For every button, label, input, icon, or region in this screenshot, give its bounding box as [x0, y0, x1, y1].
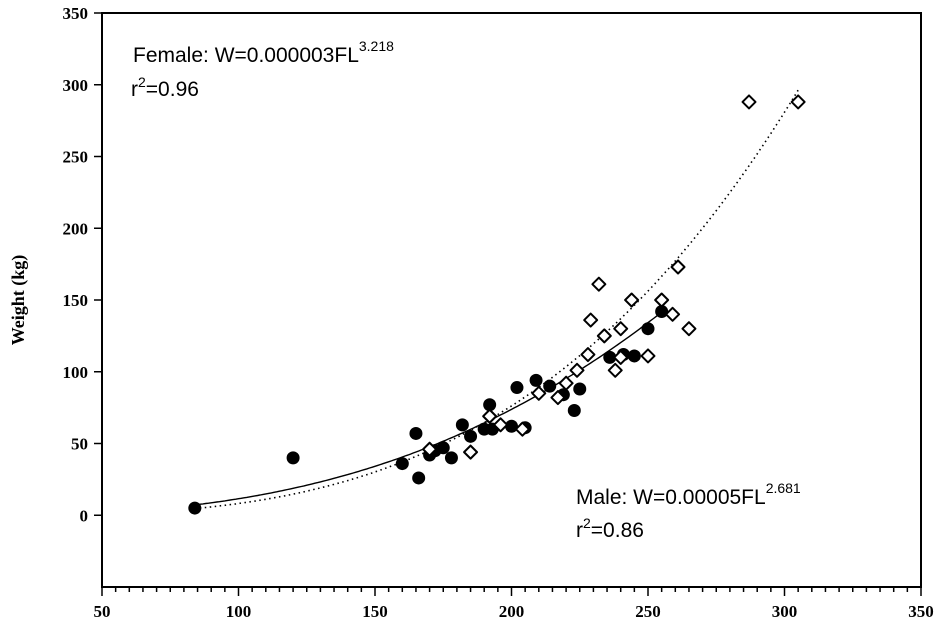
fit-curve-0 [194, 311, 663, 506]
data-point-filled [543, 379, 557, 393]
y-axis-label: Weight (kg) [8, 255, 29, 346]
data-point-open [531, 385, 547, 401]
y-tick-label: 0 [80, 506, 89, 525]
x-tick-label: 300 [772, 602, 798, 621]
data-point-filled [444, 451, 458, 465]
data-points [188, 94, 806, 515]
data-point-open [514, 421, 530, 437]
y-tick-label: 150 [63, 291, 89, 310]
data-point-open [624, 292, 640, 308]
female-exponent: 3.218 [359, 38, 394, 54]
x-tick-label: 150 [362, 602, 388, 621]
data-point-filled [409, 426, 423, 440]
female-equation-text: Female: W=0.000003FL [133, 44, 359, 67]
data-point-filled [412, 471, 426, 485]
data-point-filled [286, 451, 300, 465]
data-point-open [591, 276, 607, 292]
data-point-filled [395, 457, 409, 471]
data-point-filled [627, 349, 641, 363]
x-tick-label: 100 [226, 602, 252, 621]
x-tick-label: 250 [635, 602, 661, 621]
data-point-open [482, 408, 498, 424]
data-point-filled [573, 382, 587, 396]
x-tick-label: 200 [499, 602, 525, 621]
data-point-open [665, 306, 681, 322]
male-equation-text: Male: W=0.00005FL [576, 486, 766, 509]
data-point-filled [455, 418, 469, 432]
tick-labels: 50 100 150 200 250 300 350 0 50 100 150 200 250 300 35… [63, 4, 934, 621]
data-point-open [607, 362, 623, 378]
data-point-open [670, 259, 686, 275]
y-tick-label: 250 [63, 148, 89, 167]
data-point-open [654, 292, 670, 308]
data-point-open [790, 94, 806, 110]
data-point-open [613, 321, 629, 337]
fit-curves [194, 89, 799, 510]
fit-curve-1 [194, 89, 799, 510]
data-point-open [640, 348, 656, 364]
data-point-filled [436, 441, 450, 455]
data-point-open [613, 349, 629, 365]
data-point-open [741, 94, 757, 110]
female-equation: Female: W=0.000003FL3.218 [133, 38, 394, 67]
data-point-open [681, 321, 697, 337]
data-point-open [580, 347, 596, 363]
data-point-filled [505, 419, 518, 433]
male-equation: Male: W=0.00005FL2.681 [576, 480, 801, 509]
data-point-filled [464, 429, 478, 443]
data-point-filled [567, 403, 581, 417]
data-point-open [558, 375, 574, 391]
data-point-open [463, 444, 479, 460]
y-tick-label: 50 [71, 435, 88, 454]
data-point-open [569, 362, 585, 378]
data-point-filled [603, 350, 617, 364]
male-r2: r2=0.86 [576, 515, 644, 542]
data-point-open [550, 390, 566, 406]
x-tick-label: 50 [94, 602, 111, 621]
axes-layer [94, 12, 922, 596]
y-tick-label: 300 [63, 76, 89, 95]
y-tick-label: 350 [63, 4, 89, 23]
female-r2: r2=0.96 [131, 74, 199, 101]
male-exponent: 2.681 [766, 480, 801, 496]
data-point-filled [641, 322, 655, 336]
data-point-open [493, 417, 509, 433]
data-point-filled [483, 398, 497, 412]
data-point-filled [510, 381, 524, 395]
data-point-open [583, 312, 599, 328]
y-tick-label: 200 [63, 219, 89, 238]
data-point-open [596, 328, 612, 344]
data-point-filled [188, 501, 202, 515]
y-tick-label: 100 [63, 363, 89, 382]
data-point-filled [529, 373, 543, 387]
data-point-filled [655, 304, 669, 318]
data-point-open [422, 441, 438, 457]
x-tick-label: 350 [908, 602, 934, 621]
